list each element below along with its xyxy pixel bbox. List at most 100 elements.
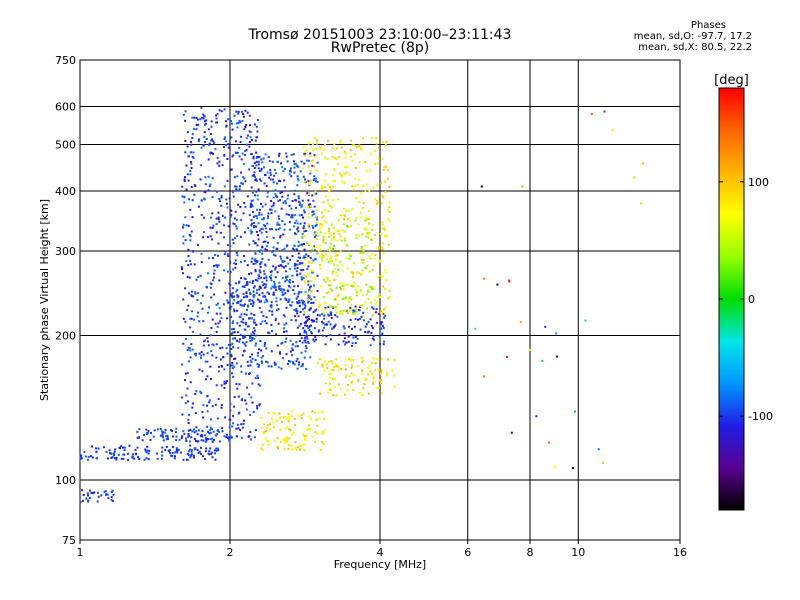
data-point (190, 449, 193, 452)
data-point (191, 406, 194, 409)
data-point (297, 292, 300, 295)
data-point (237, 302, 240, 304)
data-point (254, 270, 257, 273)
data-point (285, 337, 288, 340)
data-point (294, 319, 297, 322)
data-point (329, 334, 332, 337)
data-point (364, 226, 367, 229)
data-point (304, 227, 307, 230)
data-point (239, 429, 242, 431)
data-point (317, 330, 320, 333)
data-point (195, 440, 197, 442)
data-point (253, 329, 256, 332)
data-point (220, 110, 223, 113)
data-point (223, 146, 225, 148)
data-point (184, 379, 186, 382)
data-point (269, 173, 272, 176)
data-point (194, 354, 197, 357)
data-point (333, 232, 335, 235)
data-point (300, 444, 303, 447)
data-point (508, 279, 511, 282)
data-point (352, 188, 355, 191)
data-point (187, 224, 190, 227)
data-point (351, 345, 353, 347)
data-point (344, 358, 347, 361)
data-point (84, 455, 87, 458)
data-point (286, 244, 289, 247)
data-point (200, 199, 203, 202)
data-point (306, 241, 309, 244)
data-point (182, 242, 185, 245)
data-point (240, 219, 243, 221)
data-point (242, 335, 245, 338)
data-point (388, 210, 391, 213)
data-point (361, 304, 364, 307)
data-point (371, 337, 374, 340)
data-point (280, 257, 283, 260)
data-point (276, 223, 279, 226)
data-point (251, 382, 254, 385)
data-point (204, 360, 207, 363)
data-point (189, 349, 192, 352)
data-point (315, 223, 318, 226)
data-point (249, 124, 252, 127)
data-point (143, 458, 146, 461)
data-point (289, 360, 292, 363)
data-point (225, 380, 228, 383)
data-point (279, 351, 281, 354)
data-point (282, 357, 284, 360)
data-point (250, 438, 252, 441)
data-point (226, 352, 229, 355)
data-point (279, 199, 281, 202)
data-point (198, 368, 201, 371)
data-point (171, 451, 174, 454)
data-point (353, 153, 356, 156)
data-point (307, 327, 310, 329)
data-point (199, 333, 202, 336)
data-point (371, 285, 374, 288)
data-point (187, 264, 190, 267)
data-point (223, 368, 226, 371)
data-point (319, 231, 322, 234)
data-point (341, 270, 344, 273)
data-point (255, 292, 258, 294)
data-point (366, 367, 369, 370)
data-point (307, 159, 310, 162)
data-point (202, 117, 205, 120)
data-point (214, 458, 217, 461)
data-point (370, 301, 372, 304)
data-point (253, 174, 256, 177)
data-point (161, 432, 164, 435)
data-point (374, 369, 377, 372)
data-point (291, 255, 294, 258)
data-point (260, 231, 263, 234)
data-point (219, 200, 221, 203)
data-point (203, 434, 206, 437)
data-point (338, 233, 341, 235)
data-point (262, 355, 265, 357)
data-point (319, 227, 322, 230)
data-point (287, 290, 290, 293)
data-point (304, 341, 307, 344)
data-point (633, 176, 636, 179)
data-point (328, 377, 331, 380)
data-point (339, 310, 342, 313)
data-point (180, 396, 183, 399)
data-point (362, 319, 365, 322)
data-point (236, 294, 239, 297)
data-point (322, 432, 325, 435)
data-point (343, 173, 346, 176)
data-point (292, 432, 295, 434)
data-point (362, 311, 365, 314)
data-point (392, 385, 395, 388)
data-point (216, 156, 219, 159)
data-point (161, 454, 163, 457)
data-point (250, 396, 253, 399)
data-point (254, 334, 257, 337)
data-point (242, 182, 244, 185)
data-point (185, 337, 187, 340)
data-point (243, 177, 246, 180)
data-point (184, 119, 187, 122)
data-point (79, 455, 82, 458)
data-point (350, 304, 353, 307)
